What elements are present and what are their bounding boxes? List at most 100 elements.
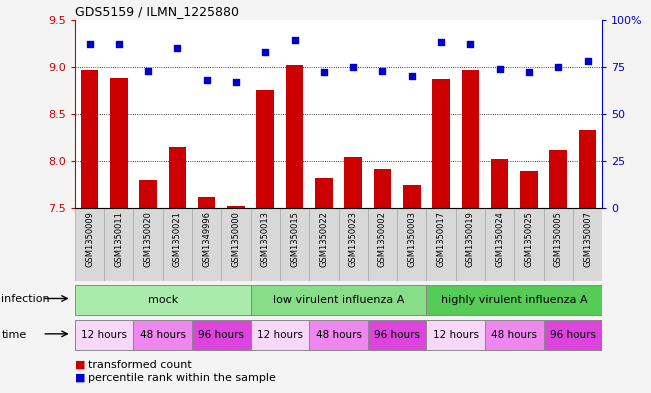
Bar xyxy=(227,206,245,208)
Text: time: time xyxy=(1,330,27,340)
Bar xyxy=(251,320,309,350)
Point xyxy=(436,39,447,46)
Point xyxy=(173,45,183,51)
Point xyxy=(348,64,358,70)
Bar xyxy=(456,208,485,281)
Bar xyxy=(426,320,485,350)
Text: GSM1350000: GSM1350000 xyxy=(232,211,240,267)
Text: GSM1350007: GSM1350007 xyxy=(583,211,592,267)
Bar xyxy=(344,157,362,208)
Bar xyxy=(514,208,544,281)
Bar xyxy=(110,78,128,208)
Text: highly virulent influenza A: highly virulent influenza A xyxy=(441,295,588,305)
Bar xyxy=(544,320,602,350)
Bar xyxy=(75,320,133,350)
Text: GSM1350020: GSM1350020 xyxy=(144,211,152,267)
Text: GSM1350015: GSM1350015 xyxy=(290,211,299,267)
Text: 48 hours: 48 hours xyxy=(492,330,537,340)
Text: 12 hours: 12 hours xyxy=(433,330,478,340)
Text: GSM1350009: GSM1350009 xyxy=(85,211,94,267)
Text: GSM1350011: GSM1350011 xyxy=(115,211,123,267)
Point xyxy=(85,41,95,47)
Bar xyxy=(251,208,280,281)
Text: 48 hours: 48 hours xyxy=(316,330,361,340)
Text: 96 hours: 96 hours xyxy=(374,330,420,340)
Text: 96 hours: 96 hours xyxy=(199,330,244,340)
Text: 12 hours: 12 hours xyxy=(257,330,303,340)
Bar xyxy=(309,320,368,350)
Bar xyxy=(374,169,391,208)
Text: 96 hours: 96 hours xyxy=(550,330,596,340)
Text: GSM1350013: GSM1350013 xyxy=(261,211,270,267)
Bar xyxy=(251,285,426,315)
Bar xyxy=(485,320,544,350)
Bar xyxy=(339,208,368,281)
Bar xyxy=(549,150,567,208)
Point xyxy=(378,68,388,74)
Bar xyxy=(221,208,251,281)
Text: infection: infection xyxy=(1,294,50,305)
Text: GSM1350002: GSM1350002 xyxy=(378,211,387,267)
Bar xyxy=(139,180,157,208)
Bar xyxy=(192,320,251,350)
Point xyxy=(114,41,124,47)
Bar xyxy=(426,285,602,315)
Point xyxy=(143,68,154,74)
Bar xyxy=(75,285,251,315)
Bar xyxy=(485,208,514,281)
Text: low virulent influenza A: low virulent influenza A xyxy=(273,295,404,305)
Text: mock: mock xyxy=(148,295,178,305)
Bar xyxy=(198,197,215,208)
Bar xyxy=(192,208,221,281)
Bar xyxy=(163,208,192,281)
Bar xyxy=(104,208,133,281)
Point xyxy=(553,64,564,70)
Bar xyxy=(81,70,98,208)
Bar xyxy=(544,208,573,281)
Text: ■: ■ xyxy=(75,373,85,383)
Bar xyxy=(579,130,596,208)
Text: transformed count: transformed count xyxy=(88,360,191,370)
Bar xyxy=(520,171,538,208)
Bar xyxy=(75,208,104,281)
Bar xyxy=(368,208,397,281)
Point xyxy=(523,69,534,75)
Point xyxy=(406,73,417,79)
Bar xyxy=(491,159,508,208)
Bar xyxy=(133,208,163,281)
Bar xyxy=(169,147,186,208)
Point xyxy=(583,58,593,64)
Text: GSM1350017: GSM1350017 xyxy=(437,211,445,267)
Point xyxy=(260,49,271,55)
Text: GDS5159 / ILMN_1225880: GDS5159 / ILMN_1225880 xyxy=(75,6,239,18)
Bar xyxy=(309,208,339,281)
Bar xyxy=(133,320,192,350)
Point xyxy=(319,69,329,75)
Text: ■: ■ xyxy=(75,360,85,370)
Bar xyxy=(426,208,456,281)
Text: GSM1350019: GSM1350019 xyxy=(466,211,475,267)
Bar xyxy=(432,79,450,208)
Point xyxy=(202,77,212,83)
Text: percentile rank within the sample: percentile rank within the sample xyxy=(88,373,276,383)
Text: GSM1350021: GSM1350021 xyxy=(173,211,182,267)
Text: GSM1350005: GSM1350005 xyxy=(554,211,562,267)
Text: GSM1350025: GSM1350025 xyxy=(525,211,533,267)
Text: GSM1350022: GSM1350022 xyxy=(320,211,328,267)
Bar xyxy=(280,208,309,281)
Text: GSM1350024: GSM1350024 xyxy=(495,211,504,267)
Bar xyxy=(403,185,421,208)
Bar xyxy=(286,65,303,208)
Bar xyxy=(368,320,426,350)
Point xyxy=(289,37,299,44)
Bar xyxy=(397,208,426,281)
Text: GSM1350003: GSM1350003 xyxy=(408,211,416,267)
Bar xyxy=(256,90,274,208)
Bar xyxy=(462,70,479,208)
Bar xyxy=(573,208,602,281)
Text: 48 hours: 48 hours xyxy=(140,330,186,340)
Text: 12 hours: 12 hours xyxy=(81,330,127,340)
Point xyxy=(465,41,476,47)
Bar xyxy=(315,178,333,208)
Text: GSM1349996: GSM1349996 xyxy=(202,211,211,267)
